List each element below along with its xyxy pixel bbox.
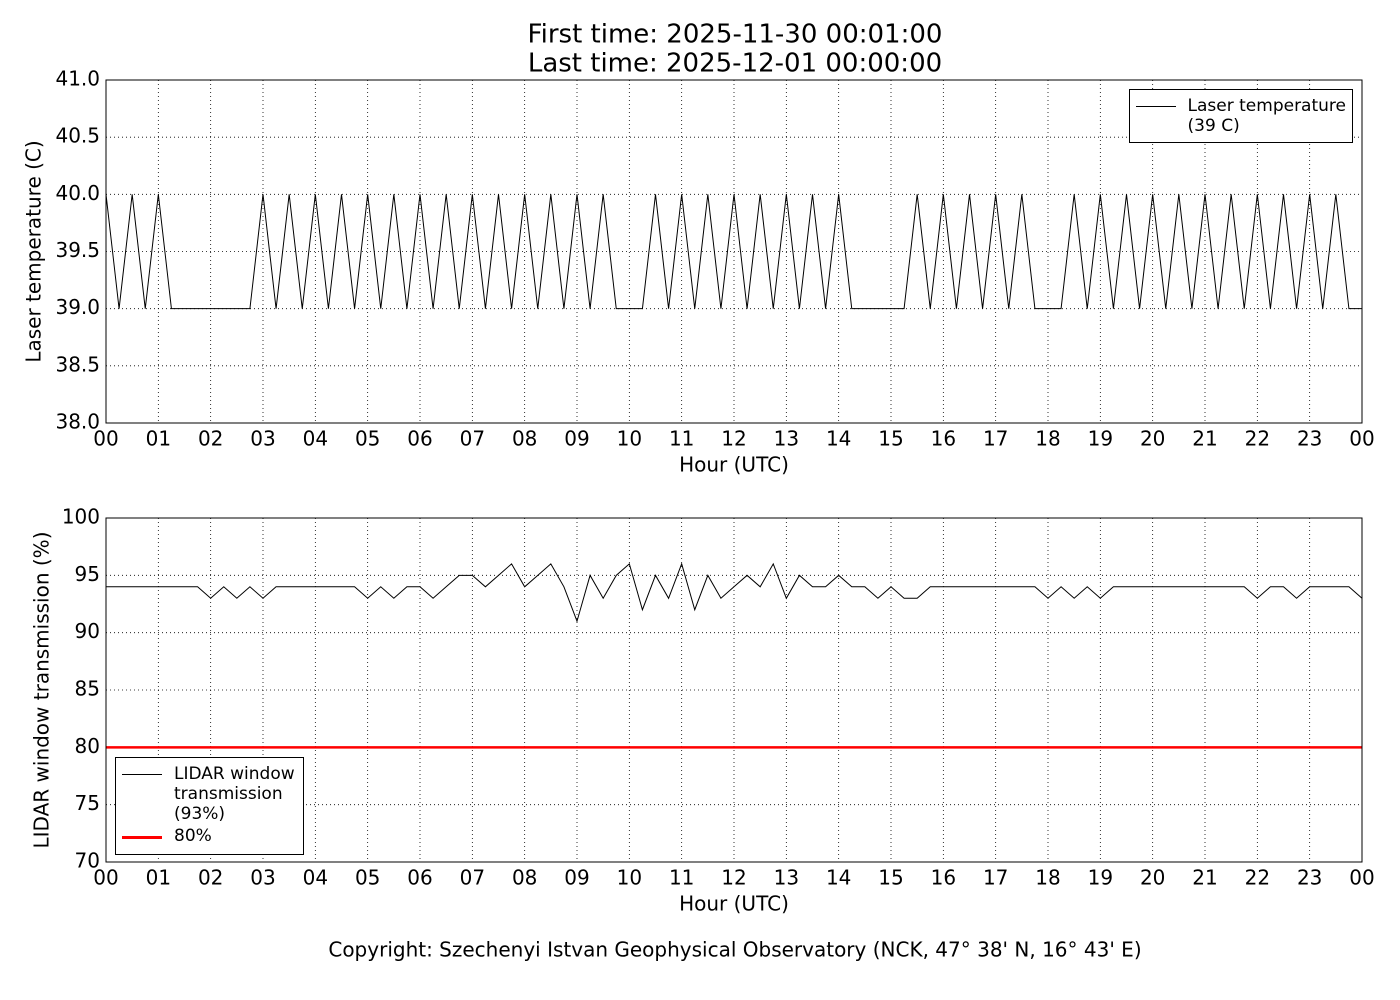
data-line — [105, 194, 1362, 310]
y-tick-label: 75 — [75, 791, 100, 815]
x-tick-label: 00 — [1349, 427, 1374, 451]
x-tick-label: 03 — [250, 427, 275, 451]
x-tick-label: 18 — [1035, 427, 1060, 451]
chart-title: First time: 2025-11-30 00:01:00 — [528, 20, 943, 50]
legend: LIDAR window transmission (93%) 80% — [115, 757, 304, 855]
y-axis-label: Laser temperature (C) — [22, 140, 46, 362]
x-tick-label: 19 — [1088, 866, 1113, 890]
x-tick-label: 04 — [303, 427, 328, 451]
legend-label: LIDAR window transmission (93%) — [174, 764, 295, 824]
x-tick-label: 03 — [250, 866, 275, 890]
x-tick-label: 21 — [1192, 427, 1217, 451]
legend-entry: 80% — [116, 826, 295, 846]
x-tick-label: 12 — [721, 427, 746, 451]
y-tick-label: 40.0 — [55, 181, 100, 205]
x-tick-label: 18 — [1035, 866, 1060, 890]
x-tick-label: 06 — [407, 427, 432, 451]
x-tick-label: 15 — [878, 427, 903, 451]
legend-label: Laser temperature (39 C) — [1187, 96, 1346, 136]
x-axis-label: Hour (UTC) — [679, 892, 789, 916]
x-tick-label: 20 — [1140, 427, 1165, 451]
x-tick-label: 00 — [93, 866, 118, 890]
data-line — [106, 562, 1363, 623]
x-tick-label: 13 — [774, 866, 799, 890]
legend-label: 80% — [174, 826, 212, 846]
x-tick-label: 15 — [878, 866, 903, 890]
x-tick-label: 07 — [460, 427, 485, 451]
legend-entry: LIDAR window transmission (93%) — [116, 764, 295, 824]
x-tick-label: 00 — [1349, 866, 1374, 890]
x-tick-label: 08 — [512, 866, 537, 890]
x-tick-label: 11 — [669, 427, 694, 451]
legend: Laser temperature (39 C) — [1128, 89, 1353, 143]
x-tick-label: 05 — [355, 866, 380, 890]
x-tick-label: 19 — [1088, 427, 1113, 451]
x-tick-label: 22 — [1245, 866, 1270, 890]
legend-entry: Laser temperature (39 C) — [1130, 96, 1346, 136]
x-tick-label: 16 — [931, 866, 956, 890]
x-tick-label: 04 — [303, 866, 328, 890]
x-axis-label: Hour (UTC) — [679, 453, 789, 477]
y-tick-label: 85 — [75, 677, 100, 701]
x-tick-label: 14 — [826, 427, 851, 451]
y-tick-label: 70 — [75, 849, 100, 873]
x-tick-label: 13 — [774, 427, 799, 451]
y-axis-label: LIDAR window transmission (%) — [30, 532, 54, 849]
x-tick-label: 20 — [1140, 866, 1165, 890]
y-tick-label: 80 — [75, 734, 100, 758]
y-tick-label: 95 — [75, 562, 100, 586]
x-tick-label: 08 — [512, 427, 537, 451]
x-tick-label: 21 — [1192, 866, 1217, 890]
y-tick-label: 100 — [62, 505, 100, 529]
x-tick-label: 22 — [1245, 427, 1270, 451]
x-tick-label: 16 — [931, 427, 956, 451]
x-tick-label: 10 — [617, 427, 642, 451]
x-tick-label: 05 — [355, 427, 380, 451]
plot-frame — [105, 79, 1363, 424]
x-tick-label: 00 — [93, 427, 118, 451]
legend-swatch — [122, 774, 162, 775]
x-tick-label: 01 — [146, 427, 171, 451]
x-tick-label: 14 — [826, 866, 851, 890]
y-tick-label: 90 — [75, 619, 100, 643]
plot-frame — [105, 517, 1363, 863]
y-tick-label: 41.0 — [55, 67, 100, 91]
x-tick-label: 09 — [564, 866, 589, 890]
x-tick-label: 02 — [198, 866, 223, 890]
y-tick-label: 40.5 — [55, 124, 100, 148]
x-tick-label: 12 — [721, 866, 746, 890]
x-tick-label: 09 — [564, 427, 589, 451]
x-tick-label: 11 — [669, 866, 694, 890]
legend-swatch — [122, 836, 162, 839]
x-tick-label: 23 — [1297, 427, 1322, 451]
x-tick-label: 17 — [983, 866, 1008, 890]
chart-subtitle: Last time: 2025-12-01 00:00:00 — [528, 49, 942, 79]
x-tick-label: 07 — [460, 866, 485, 890]
x-tick-label: 06 — [407, 866, 432, 890]
legend-swatch — [1135, 106, 1176, 107]
x-tick-label: 01 — [146, 866, 171, 890]
x-tick-label: 10 — [617, 866, 642, 890]
x-tick-label: 23 — [1297, 866, 1322, 890]
y-tick-label: 39.5 — [55, 238, 100, 262]
y-tick-label: 39.0 — [55, 295, 100, 319]
x-tick-label: 17 — [983, 427, 1008, 451]
footer: Copyright: Szechenyi Istvan Geophysical … — [328, 938, 1141, 962]
y-tick-label: 38.5 — [55, 352, 100, 376]
x-tick-label: 02 — [198, 427, 223, 451]
y-tick-label: 38.0 — [55, 410, 100, 434]
